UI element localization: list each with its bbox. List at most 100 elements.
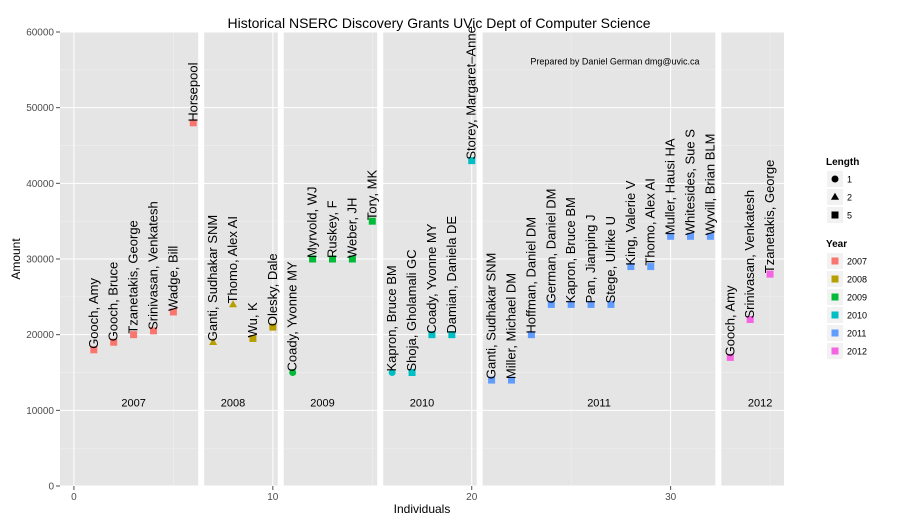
point-label: Kapron, Bruce BM [384, 265, 399, 371]
data-point [348, 255, 356, 263]
data-point [189, 119, 197, 127]
data-point [130, 331, 138, 339]
point-label: King, Valerie V [623, 180, 638, 265]
point-label: Wadge, Bill [165, 246, 180, 311]
year-label: 2012 [748, 398, 772, 410]
year-label: 2009 [310, 398, 334, 410]
year-label: 2011 [587, 398, 611, 410]
data-point [368, 217, 376, 225]
legend-key-shape [831, 293, 839, 301]
point-labels: Gooch, Amy Gooch, Bruce Tzanetakis, George… [86, 26, 777, 379]
data-point [408, 369, 416, 376]
point-label: German, Daniel DM [543, 189, 558, 304]
point-label: Storey, Margaret–Anne [464, 26, 479, 159]
x-axis-title: Individuals [394, 502, 451, 516]
point-label: Whitesides, Sue S [683, 129, 698, 236]
y-tick-label: 60000 [26, 28, 54, 39]
point-label: Gooch, Amy [722, 285, 737, 356]
point-label: Myrvold, WJ [305, 187, 320, 259]
point-label: Damian, Daniela DE [444, 216, 459, 334]
legend-title-year: Year [826, 239, 847, 250]
x-tick-label: 20 [466, 492, 478, 503]
year-label: 2007 [121, 398, 145, 410]
credit-annotation: Prepared by Daniel German dmg@uvic.ca [530, 57, 699, 67]
point-label: Ruskey, F [324, 200, 339, 258]
legend-title-length: Length [826, 157, 859, 168]
legend-key-shape [831, 311, 839, 319]
data-point [587, 300, 595, 308]
point-label: Wyvill, Brian BLM [702, 134, 717, 236]
y-tick-label: 20000 [26, 330, 54, 341]
point-label: Ganti, Sudhakar SNM [484, 253, 499, 379]
point-label: Srinivasan, Venkatesh [742, 190, 757, 319]
point-label: Wu, K [245, 302, 260, 337]
data-point [766, 270, 774, 278]
legend-key-shape [831, 257, 839, 265]
data-point [667, 232, 675, 240]
point-label: Tory, MK [364, 170, 379, 221]
point-label: Coady, Yvonne MY [424, 223, 439, 333]
point-label: Horsepool [185, 62, 200, 121]
data-point [269, 323, 277, 331]
point-label: Muller, Hausi HA [663, 138, 678, 235]
x-tick-label: 10 [267, 492, 279, 503]
legend-label: 2012 [847, 347, 867, 357]
data-point [627, 263, 635, 271]
x-axis: 0 10 20 30 [71, 486, 677, 503]
legend-label: 2 [847, 193, 852, 203]
data-point [488, 376, 496, 384]
year-separators [198, 32, 722, 486]
data-point [687, 232, 695, 240]
point-label: Tzanetakis, George [762, 160, 777, 273]
point-label: Stege, Ulrike U [603, 216, 618, 303]
data-point [388, 369, 396, 376]
legend-label: 5 [847, 211, 852, 221]
data-point [110, 338, 118, 346]
data-point [508, 376, 516, 384]
point-label: Tzanetakis, George [126, 220, 141, 333]
point-label: Thomo, Alex AI [225, 216, 240, 303]
x-tick-label: 0 [71, 492, 77, 503]
legend-key-shape [830, 192, 840, 200]
y-tick-label: 10000 [26, 406, 54, 417]
point-label: Shoja, Gholamali GC [404, 249, 419, 371]
y-axis: 0 10000 20000 30000 40000 50000 60000 [26, 28, 60, 493]
data-point [309, 255, 317, 263]
legend-key-shape [831, 329, 839, 337]
legend-key-shape [831, 175, 839, 183]
data-point [90, 346, 98, 354]
point-label: Hoffman, Daniel DM [523, 217, 538, 334]
point-label: Ganti, Sudhakar SNM [205, 215, 220, 341]
data-point [567, 300, 575, 308]
point-label: Miller, Michael DM [504, 273, 519, 379]
year-label: 2008 [221, 398, 245, 410]
data-point [527, 331, 535, 339]
y-tick-label: 0 [48, 482, 54, 493]
data-point [706, 232, 714, 240]
legend-key-shape [831, 275, 839, 283]
data-point [169, 308, 177, 316]
point-label: Gooch, Bruce [106, 262, 121, 342]
point-label: Thomo, Alex AI [643, 178, 658, 265]
point-label: Kapron, Bruce BM [563, 197, 578, 303]
legend-label: 1 [847, 175, 852, 185]
data-point [209, 338, 218, 346]
data-point [607, 300, 615, 308]
y-tick-label: 40000 [26, 179, 54, 190]
data-point [547, 300, 555, 308]
data-point [647, 263, 655, 271]
data-points [90, 119, 774, 384]
legend-key-shape [831, 211, 839, 219]
legend-label: 2009 [847, 293, 867, 303]
chart-title: Historical NSERC Discovery Grants UVic D… [228, 15, 651, 31]
x-tick-label: 30 [665, 492, 677, 503]
data-point [428, 331, 436, 339]
year-labels: 2007 2008 2009 2010 2011 2012 [121, 398, 772, 410]
legend-label: 2011 [847, 329, 866, 339]
point-label: Olesky, Dale [265, 253, 280, 326]
point-label: Coady, Yvonne MY [285, 261, 300, 371]
data-point [228, 300, 238, 308]
data-point [726, 353, 734, 361]
legend-label: 2007 [847, 257, 867, 267]
